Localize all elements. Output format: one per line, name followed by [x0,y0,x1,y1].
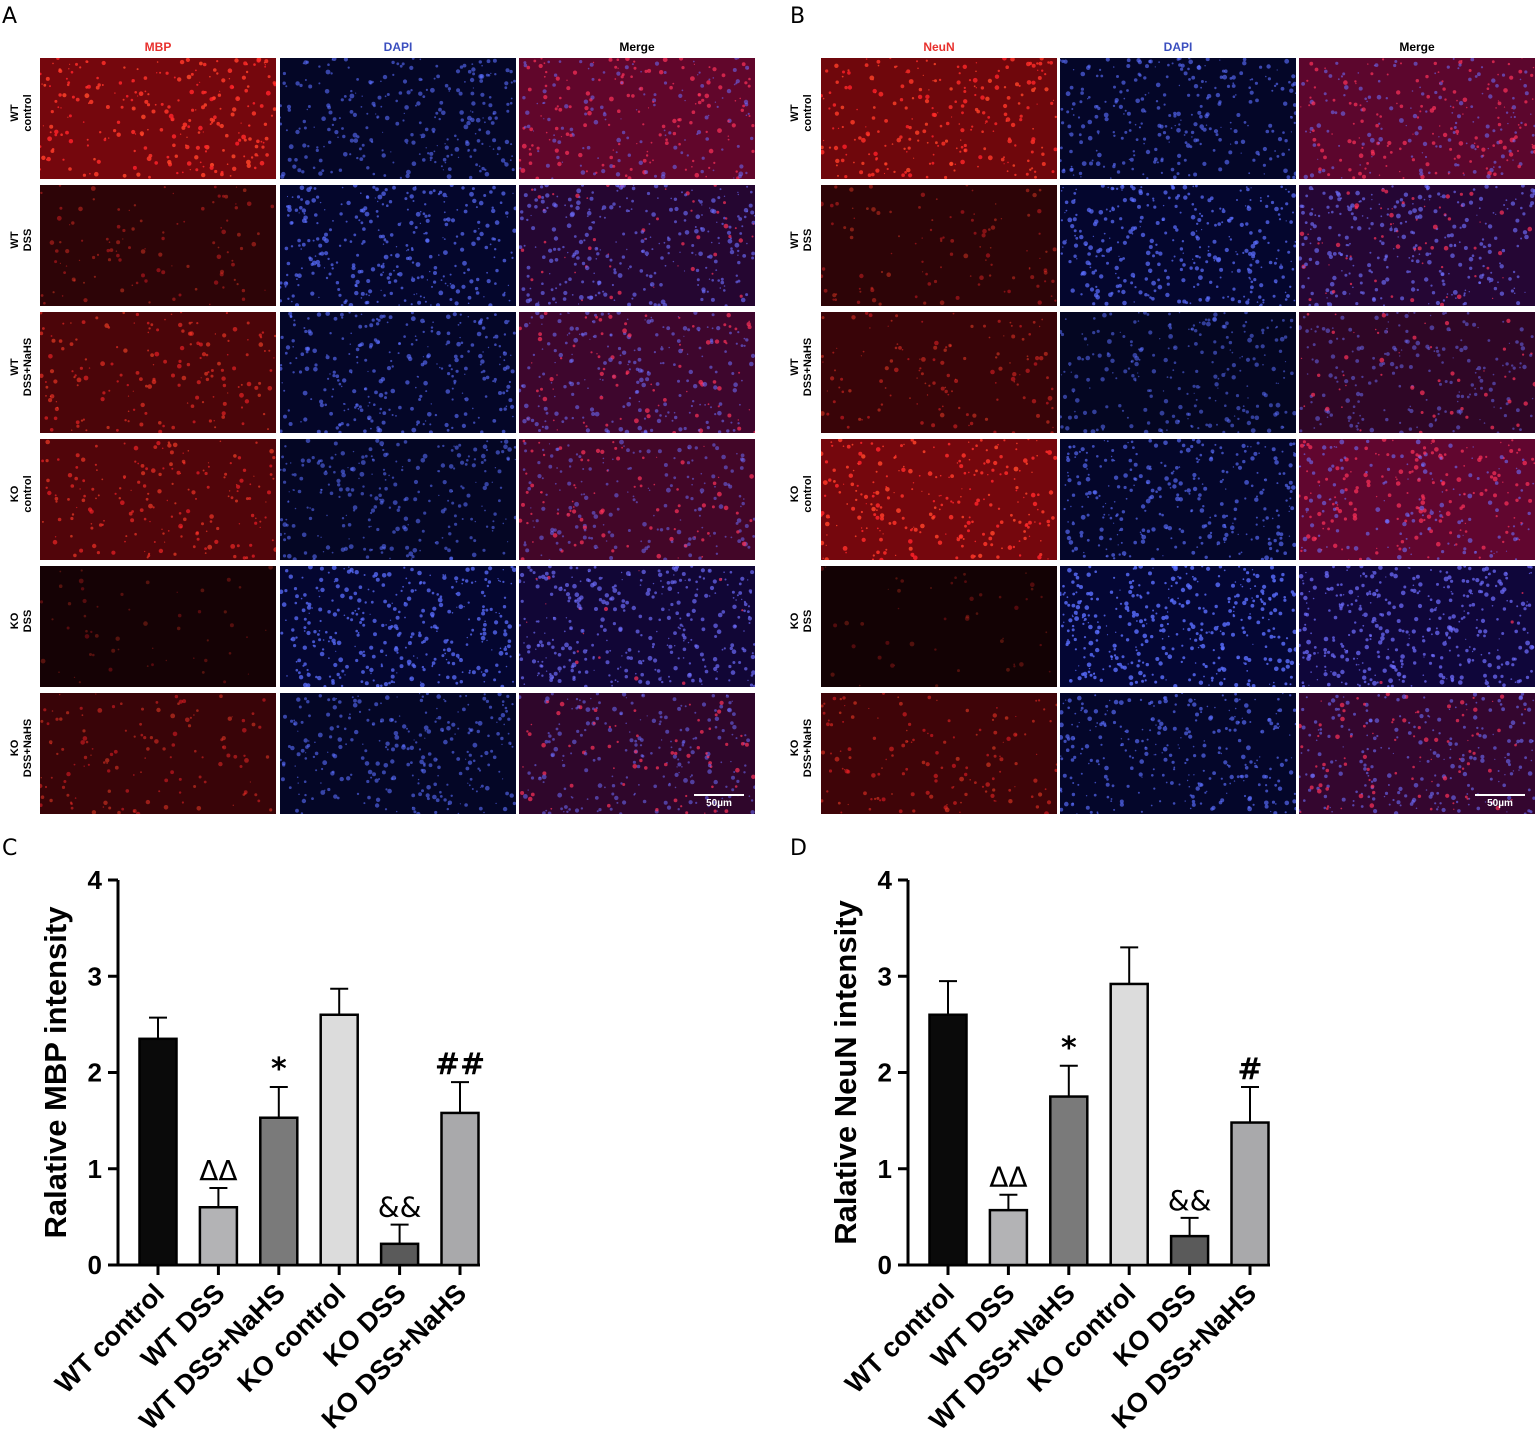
row-label-b-6: KO DSS+NaHS [789,718,814,778]
neun-tile [821,58,1057,179]
panel-letter-b: B [790,4,806,29]
y-tick-label: 3 [88,961,102,991]
column-header-merge: Merge [619,40,655,54]
row-label-b-2: WT DSS [789,228,814,252]
scale-bar-a: 50µm [694,794,744,809]
dapi-tile [280,439,516,560]
merge-tile [519,566,755,687]
y-tick-label: 0 [878,1250,892,1280]
column-header-dapi-b: DAPI [1163,40,1193,54]
y-tick-label: 2 [88,1058,102,1088]
merge-tile [1299,312,1535,433]
dapi-tile [1060,566,1296,687]
mbp-tile [40,693,276,814]
bar [379,1242,420,1267]
neun-tile [821,566,1057,687]
significance-label: * [1061,1031,1077,1066]
mbp-tile [40,439,276,560]
row-label-a-2: WT DSS [9,228,34,252]
scale-bar-b: 50µm [1475,794,1525,809]
bar [1230,1121,1270,1267]
dapi-tile [280,312,516,433]
significance-label: && [378,1191,422,1224]
panel-letter-c: C [2,836,18,861]
y-tick-label: 0 [88,1250,102,1280]
merge-tile [519,312,755,433]
mbp-tile [40,58,276,179]
merge-tile [1299,58,1535,179]
dapi-tile [1060,439,1296,560]
panel-letter-a: A [2,4,18,29]
bar [138,1037,178,1267]
bar [259,1116,299,1267]
bar [440,1111,480,1267]
mbp-tile [40,185,276,306]
row-label-a-4: KO control [9,475,34,513]
neun-tile [821,439,1057,560]
dapi-tile [280,566,516,687]
row-label-a-5: KO DSS [9,609,34,633]
column-header-merge-b: Merge [1399,40,1435,54]
dapi-tile [1060,185,1296,306]
significance-label: # [1237,1052,1262,1087]
row-label-b-1: WT control [789,94,814,132]
y-tick-label: 2 [878,1058,892,1088]
merge-tile [519,439,755,560]
significance-label: ΔΔ [199,1154,237,1187]
bar [319,1013,359,1267]
bar [988,1208,1029,1267]
y-tick-label: 4 [88,865,103,895]
y-tick-label: 4 [878,865,893,895]
bar [1169,1234,1210,1267]
dapi-tile [280,693,516,814]
column-header-dapi: DAPI [383,40,413,54]
merge-tile [1299,185,1535,306]
row-label-a-1: WT control [9,94,34,132]
dapi-tile [280,185,516,306]
significance-label: * [271,1052,287,1087]
column-header-neun: NeuN [923,40,955,54]
row-label-b-5: KO DSS [789,609,814,633]
y-tick-label: 3 [878,961,892,991]
row-label-b-3: WT DSS+NaHS [789,337,814,397]
bar [1109,982,1149,1267]
neun-tile [821,185,1057,306]
column-header-mbp: MBP [144,40,172,54]
bar [1049,1095,1089,1267]
significance-label: && [1168,1184,1212,1217]
merge-tile [519,693,755,814]
merge-tile [1299,693,1535,814]
dapi-tile [1060,312,1296,433]
bar [198,1206,239,1267]
dapi-tile [1060,58,1296,179]
neun-tile [821,693,1057,814]
mbp-tile [40,566,276,687]
dapi-tile [280,58,516,179]
row-label-a-6: KO DSS+NaHS [9,718,34,778]
row-label-b-4: KO control [789,475,814,513]
bar [928,1013,968,1267]
row-label-a-3: WT DSS+NaHS [9,337,34,397]
y-tick-label: 1 [88,1154,102,1184]
merge-tile [519,185,755,306]
merge-tile [1299,439,1535,560]
dapi-tile [1060,693,1296,814]
mbp-tile [40,312,276,433]
merge-tile [519,58,755,179]
neun-tile [821,312,1057,433]
panel-letter-d: D [790,836,807,861]
y-axis-label: Ralative MBP intensity [38,906,73,1239]
merge-tile [1299,566,1535,687]
significance-label: ΔΔ [989,1161,1027,1194]
y-axis-label: Ralative NeuN intensity [828,899,863,1244]
y-tick-label: 1 [878,1154,892,1184]
significance-label: ## [435,1047,485,1082]
